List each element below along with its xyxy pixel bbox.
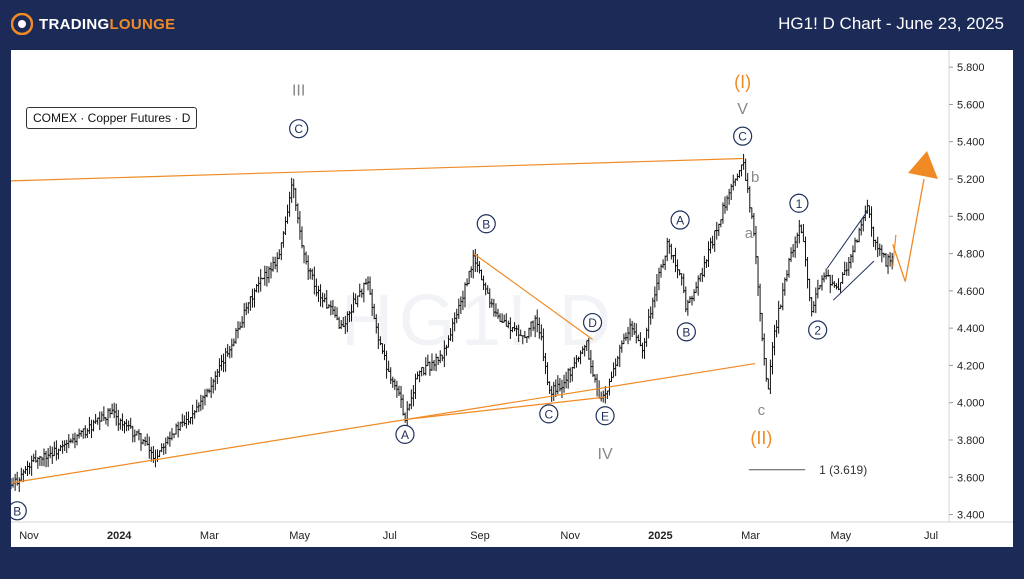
wave-label: IV xyxy=(598,446,613,463)
projection-path xyxy=(892,178,925,282)
x-tick-label: Nov xyxy=(560,530,580,542)
trendline xyxy=(404,396,606,421)
wave-label-circle xyxy=(595,406,615,426)
x-tick-label: Sep xyxy=(470,530,490,542)
x-tick-label: Jul xyxy=(924,530,938,542)
wave-label-circle xyxy=(539,404,559,424)
wave-label: a xyxy=(745,225,754,242)
x-tick-label: Mar xyxy=(741,530,760,542)
wave-label: 1 xyxy=(796,197,803,211)
y-tick-label: 4.000 xyxy=(957,398,985,410)
projection-arrow-icon xyxy=(907,151,938,180)
y-tick-label: 5.200 xyxy=(957,174,985,186)
wave-label: (I) xyxy=(734,72,751,92)
chart-panel[interactable]: HG1! D 5.800 5.600 5.400 5.200 5.000 4.800 4.6… xyxy=(11,50,1013,547)
logo-mark-icon xyxy=(10,12,34,36)
chart-title: HG1! D Chart - June 23, 2025 xyxy=(778,14,1004,33)
x-tick-label: 2025 xyxy=(648,530,672,542)
wave-label-circle xyxy=(789,193,809,213)
y-tick-label: 4.400 xyxy=(957,323,985,335)
y-tick-label: 5.800 xyxy=(957,62,985,74)
y-tick-label: 3.400 xyxy=(957,510,985,522)
x-tick-label: Jul xyxy=(383,530,397,542)
wave-label: b xyxy=(751,169,759,186)
wave-label: (II) xyxy=(750,428,772,448)
y-tick-label: 5.400 xyxy=(957,137,985,149)
logo-text: TRADINGLOUNGE xyxy=(39,16,175,33)
wave-label-circle xyxy=(676,322,696,342)
wave-label: C xyxy=(738,130,747,144)
wave-label: B xyxy=(682,325,690,339)
price-chart[interactable]: 5.800 5.600 5.400 5.200 5.000 4.800 4.600 4.400… xyxy=(11,50,1013,547)
x-tick-label: 2024 xyxy=(107,530,132,542)
x-tick-label: Nov xyxy=(19,530,39,542)
x-tick-label: May xyxy=(289,530,310,542)
header-bar: TRADINGLOUNGE HG1! D Chart - June 23, 20… xyxy=(0,0,1024,48)
tradinglounge-logo: TRADINGLOUNGE xyxy=(10,12,175,36)
trendline xyxy=(11,362,756,484)
wave-label: III xyxy=(292,83,305,100)
logo-text-alt: LOUNGE xyxy=(109,15,176,33)
wave-label-circle xyxy=(808,320,828,340)
y-tick-label: 3.600 xyxy=(957,472,985,484)
wave-label: 2 xyxy=(814,324,821,338)
wave-label: A xyxy=(401,428,409,442)
wave-label-circle xyxy=(670,210,690,230)
wave-label-circle xyxy=(476,214,496,234)
x-tick-label: Mar xyxy=(200,530,219,542)
y-tick-label: 4.600 xyxy=(957,286,985,298)
y-tick-label: 4.800 xyxy=(957,249,985,261)
y-tick-label: 4.200 xyxy=(957,360,985,372)
wedge-line-lower xyxy=(832,260,875,301)
logo-text-main: TRADING xyxy=(39,15,110,33)
wave-label: C xyxy=(294,122,303,136)
wave-label: c xyxy=(758,402,766,419)
wave-label-circle xyxy=(11,501,27,521)
wave-label-circle xyxy=(582,312,603,333)
wave-label: B xyxy=(482,217,490,231)
fib-label: 1 (3.619) xyxy=(819,463,867,477)
watermark: HG1! D xyxy=(341,281,618,361)
wave-label-circle xyxy=(289,119,309,139)
wave-label: E xyxy=(601,409,609,423)
trendline xyxy=(473,253,593,340)
wave-label: D xyxy=(588,316,597,330)
wave-label: V xyxy=(737,101,748,118)
y-tick-label: 3.800 xyxy=(957,435,985,447)
trendline xyxy=(11,157,743,182)
x-tick-label: May xyxy=(830,530,851,542)
y-tick-label: 5.000 xyxy=(957,211,985,223)
wave-label: A xyxy=(676,214,684,228)
wave-label-circle xyxy=(395,424,415,444)
y-tick-label: 5.600 xyxy=(957,99,985,111)
wave-label-circle xyxy=(733,126,753,146)
symbol-label: COMEX · Copper Futures · D xyxy=(26,107,198,129)
wave-label: B xyxy=(13,504,21,518)
wedge-line-upper xyxy=(826,210,869,269)
wave-label: C xyxy=(544,407,553,421)
